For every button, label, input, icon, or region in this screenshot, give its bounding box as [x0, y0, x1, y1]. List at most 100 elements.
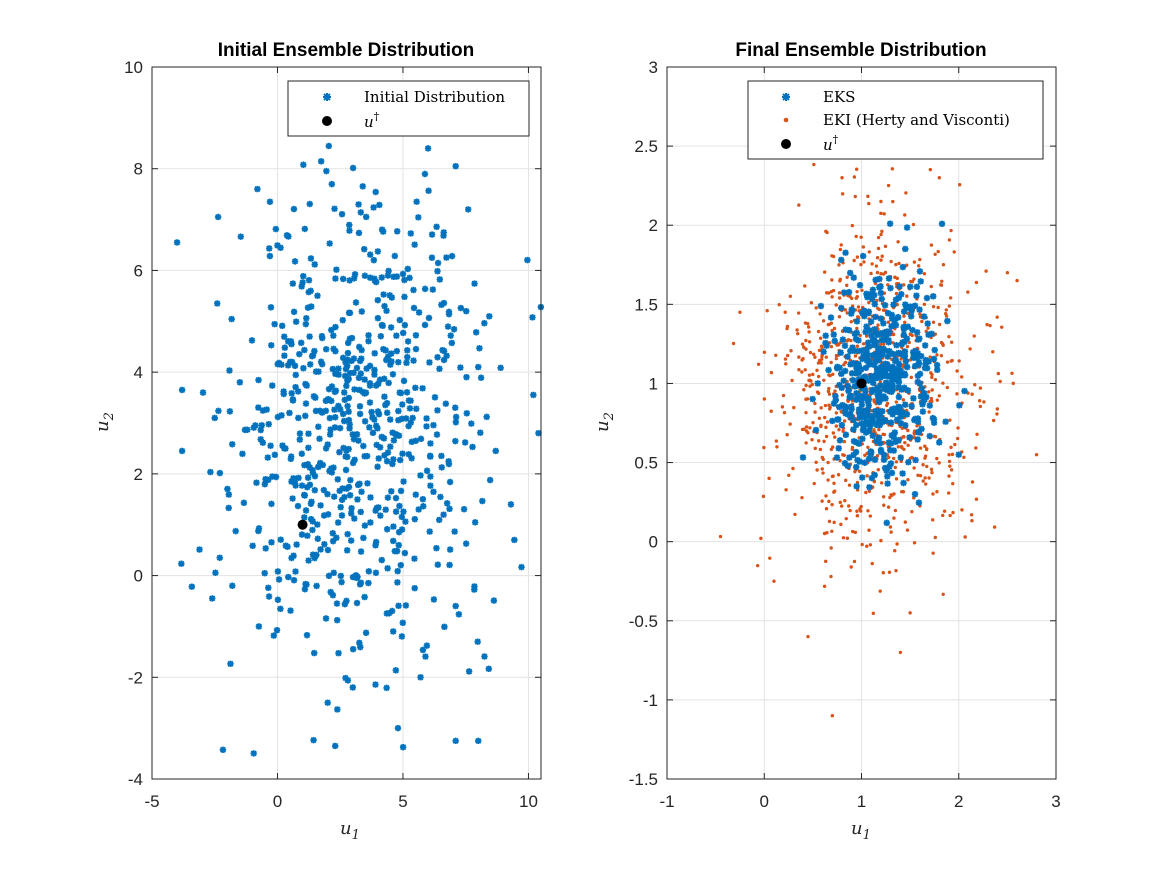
eki-herty-and-visconti-point — [738, 310, 742, 314]
initial-distribution-point — [411, 584, 418, 592]
eks-point — [861, 392, 869, 399]
x-tick-label: 5 — [398, 792, 407, 811]
legend-marker-eki — [783, 117, 789, 123]
initial-distribution-point — [479, 497, 486, 505]
eki-herty-and-visconti-point — [877, 427, 881, 432]
x-tick-label: -5 — [144, 792, 159, 811]
initial-distribution-point — [327, 426, 334, 433]
eki-herty-and-visconti-point — [822, 439, 826, 444]
eki-herty-and-visconti-point — [876, 468, 881, 472]
initial-distribution-point — [265, 420, 272, 428]
eki-herty-and-visconti-point — [830, 295, 834, 299]
initial-distribution-point — [388, 350, 395, 357]
eki-herty-and-visconti-point — [903, 520, 908, 524]
eki-herty-and-visconti-point — [781, 393, 786, 398]
eki-herty-and-visconti-point — [807, 340, 812, 344]
eks-point — [849, 344, 856, 351]
initial-distribution-point — [423, 415, 430, 422]
legend-marker-truth — [322, 116, 332, 126]
eks-point — [914, 350, 921, 357]
eks-point — [896, 283, 903, 290]
y-tick-label: 6 — [134, 261, 143, 280]
eki-herty-and-visconti-point — [984, 269, 988, 273]
initial-distribution-point — [336, 406, 344, 413]
initial-distribution-point — [390, 537, 397, 545]
eki-herty-and-visconti-point — [856, 315, 860, 319]
initial-distribution-point — [344, 356, 351, 363]
y-tick-label: 4 — [134, 363, 143, 382]
eks-point — [879, 408, 886, 415]
initial-distribution-point — [266, 245, 273, 252]
eks-point — [847, 361, 854, 368]
eki-herty-and-visconti-point — [831, 288, 836, 293]
initial-distribution-point — [450, 326, 458, 333]
eks-point — [893, 416, 901, 423]
initial-distribution-point — [268, 539, 275, 546]
u-point — [297, 519, 308, 530]
eki-herty-and-visconti-point — [876, 235, 881, 240]
eks-point — [894, 314, 902, 321]
eki-herty-and-visconti-point — [940, 279, 944, 283]
eks-point — [845, 387, 852, 395]
eki-herty-and-visconti-point — [801, 356, 805, 361]
initial-distribution-point — [269, 473, 276, 480]
initial-distribution-point — [292, 318, 300, 325]
initial-distribution-point — [240, 499, 248, 507]
eks-point — [853, 421, 860, 429]
eki-herty-and-visconti-point — [951, 481, 955, 486]
eks-point — [918, 425, 925, 433]
eki-herty-and-visconti-point — [881, 495, 886, 499]
eki-herty-and-visconti-point — [785, 353, 790, 358]
eks-point — [913, 283, 921, 290]
initial-distribution-point — [248, 337, 256, 344]
initial-distribution-point — [346, 309, 354, 317]
eks-point — [881, 333, 889, 340]
initial-distribution-point — [196, 546, 203, 553]
initial-distribution-point — [341, 372, 349, 380]
initial-ensemble-plot: Initial Ensemble Distribution -5 0 5 10 -4 -2… — [92, 40, 545, 843]
initial-distribution-point — [371, 371, 378, 378]
eki-herty-and-visconti-point — [918, 257, 922, 262]
eks-point — [858, 411, 865, 418]
eki-herty-and-visconti-point — [916, 473, 920, 477]
initial-distribution-point — [486, 313, 493, 320]
eki-herty-and-visconti-point — [871, 611, 876, 616]
eki-herty-and-visconti-point — [923, 444, 927, 448]
eki-herty-and-visconti-point — [1005, 270, 1010, 275]
initial-distribution-point — [397, 487, 405, 495]
initial-distribution-point — [434, 561, 442, 568]
eks-point — [942, 418, 949, 425]
initial-distribution-point — [343, 597, 350, 605]
eki-herty-and-visconti-point — [845, 339, 849, 343]
initial-distribution-point — [434, 268, 441, 275]
initial-distribution-point — [404, 353, 411, 361]
eki-herty-and-visconti-point — [923, 454, 928, 458]
eki-herty-and-visconti-point — [865, 474, 869, 478]
initial-distribution-point — [392, 508, 400, 515]
eki-herty-and-visconti-point — [932, 434, 936, 439]
eki-herty-and-visconti-point — [903, 320, 907, 325]
eki-herty-and-visconti-point — [788, 422, 792, 426]
initial-distribution-point — [452, 437, 459, 445]
eki-herty-and-visconti-point — [819, 344, 824, 348]
eki-herty-and-visconti-point — [882, 432, 887, 437]
u-point — [856, 378, 867, 389]
eki-herty-and-visconti-point — [829, 360, 833, 365]
eki-herty-and-visconti-point — [829, 546, 833, 550]
eks-point — [861, 419, 868, 427]
initial-distribution-point — [291, 478, 298, 486]
eks-point — [844, 462, 852, 470]
y-tick-label: 2 — [134, 465, 143, 484]
initial-distribution-point — [272, 473, 280, 481]
initial-distribution-point — [315, 423, 322, 430]
eki-herty-and-visconti-point — [918, 473, 923, 478]
initial-distribution-point — [383, 684, 390, 692]
initial-distribution-point — [387, 416, 394, 423]
eks-point — [901, 348, 909, 355]
initial-distribution-point — [359, 183, 366, 190]
eki-herty-and-visconti-point — [879, 258, 883, 262]
initial-distribution-point — [325, 572, 333, 580]
eks-point — [920, 390, 928, 397]
eki-herty-and-visconti-point — [783, 310, 787, 314]
y-tick-label: -1 — [643, 691, 658, 710]
